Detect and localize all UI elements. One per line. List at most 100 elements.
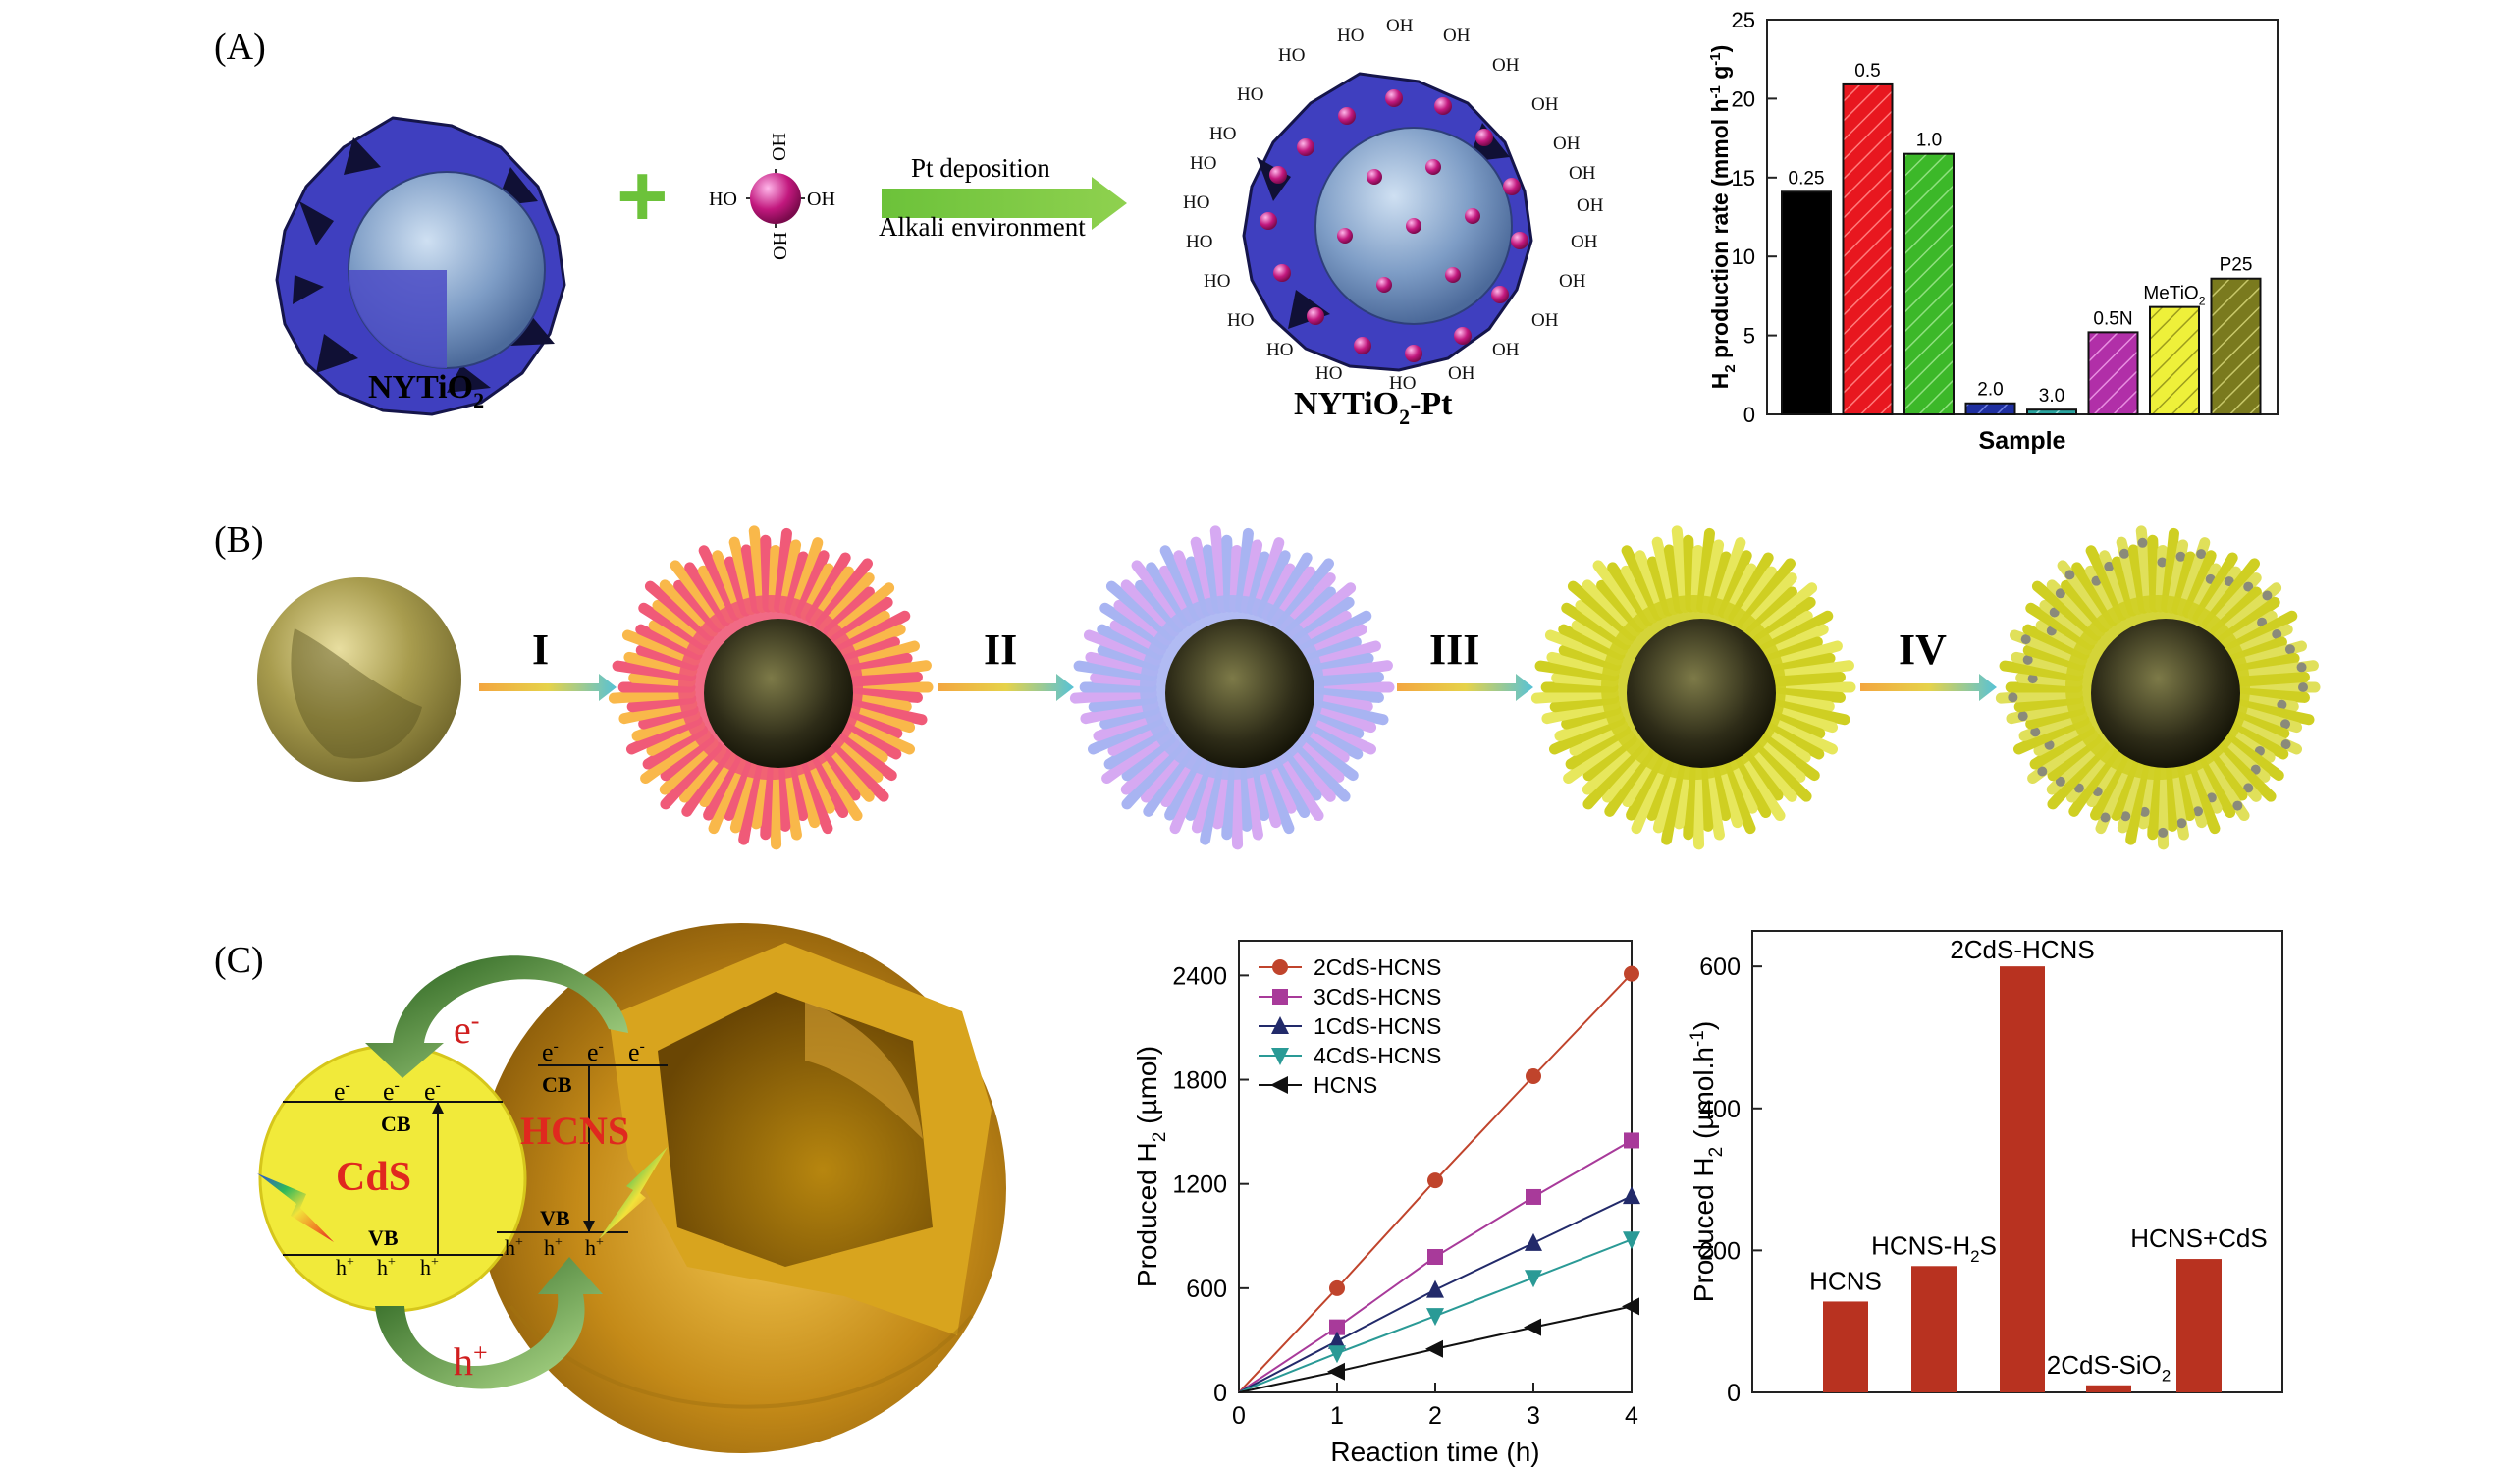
nanorod (621, 629, 701, 666)
hole-label: h+ (454, 1338, 488, 1384)
nanorod (670, 560, 727, 629)
step-arrow-2: II (938, 626, 1074, 701)
nanorod (625, 714, 703, 755)
nanorod (823, 737, 889, 802)
nanorod (1661, 761, 1686, 845)
legend-label: 2CdS-HCNS (1314, 954, 1441, 980)
nanorod (768, 762, 782, 850)
nytio2-pt-label: NYTiO2-Pt (1294, 386, 1453, 429)
data-point (1623, 1231, 1640, 1250)
y-tick-label: 2400 (1172, 962, 1227, 990)
y-tick-label: 200 (1699, 1237, 1741, 1265)
nanorod (1745, 737, 1812, 802)
nanorod (1229, 762, 1244, 850)
nanoparticle (2280, 719, 2291, 730)
silica-sphere-illustration (257, 577, 461, 782)
cds-label: CdS (336, 1155, 411, 1200)
nanorod (738, 761, 763, 845)
svg-text:HO: HO (1204, 271, 1230, 292)
nanoparticle (2037, 766, 2048, 777)
nanoparticle (2119, 548, 2130, 559)
pt-deposition-arrow: Pt deposition Alkali environment (879, 153, 1127, 242)
svg-text:VB: VB (368, 1225, 399, 1250)
nanorod (789, 537, 824, 617)
data-point (1526, 1188, 1541, 1205)
bar (1911, 1266, 1957, 1392)
nytio2-particle-illustration (275, 116, 566, 416)
svg-text:e-: e- (383, 1077, 400, 1106)
nanorod (2182, 756, 2221, 835)
nytio2-pt-particle-illustration: HO OH OH HO OH HO OH HO OH HO OH HO OH H… (1183, 16, 1604, 394)
legend-item: 4CdS-HCNS (1259, 1043, 1441, 1068)
nanoparticle (2100, 812, 2111, 823)
series-3CdS-HCNS (1238, 1132, 1639, 1393)
nanorod (1718, 756, 1756, 835)
produced-h2-line-chart: 0 600 1200 1800 2400 0 1 2 3 4 2CdS-HCNS 3CdS-HCNS 1… (1132, 940, 1640, 1467)
nanoparticle (2139, 806, 2150, 817)
step-label-2: II (984, 626, 1017, 674)
nanorod (2223, 610, 2298, 656)
lavender-rod-shell-illustration (1069, 525, 1395, 850)
step-label-3: III (1429, 626, 1479, 674)
nanorod (1534, 660, 1620, 682)
y-tick-label: 1200 (1172, 1171, 1227, 1199)
hcns-label: HCNS (520, 1109, 629, 1153)
nanoparticle (2027, 674, 2038, 684)
x-tick-label: 2 (1428, 1402, 1442, 1430)
legend-item: 2CdS-HCNS (1259, 954, 1441, 980)
x-tick-label: 0 (1232, 1402, 1246, 1430)
svg-text:HO: HO (1389, 373, 1416, 394)
data-label: 0.5 (1854, 61, 1880, 82)
svg-text:OH: OH (1531, 94, 1559, 115)
data-point (1526, 1068, 1541, 1084)
svg-text:CB: CB (542, 1072, 572, 1097)
nanorod (795, 756, 833, 835)
nanorod (1712, 537, 1746, 617)
bar (2086, 1385, 2131, 1392)
svg-text:h+: h+ (505, 1235, 523, 1260)
svg-text:e-: e- (334, 1077, 350, 1106)
legend-item: 3CdS-HCNS (1259, 984, 1441, 1009)
nanoparticle (2232, 800, 2243, 811)
pink-rod-shell-illustration (608, 525, 934, 850)
nanorod (1767, 660, 1854, 682)
data-label: HCNS+CdS (2130, 1224, 2267, 1253)
legend-label: 4CdS-HCNS (1314, 1043, 1441, 1068)
nanorod (1631, 756, 1669, 835)
electron-label: e- (454, 1007, 479, 1052)
svg-text:OH: OH (1443, 26, 1471, 46)
legend-label: 1CdS-HCNS (1314, 1013, 1441, 1039)
step-label-1: I (532, 626, 549, 674)
svg-text:OH: OH (1577, 195, 1604, 216)
svg-text:HO: HO (1266, 340, 1293, 360)
data-label: 0.5N (2093, 308, 2132, 329)
y-tick-label: 15 (1732, 166, 1755, 190)
nanorod (814, 558, 874, 629)
data-point (1327, 1362, 1345, 1381)
svg-text:HO: HO (1278, 45, 1305, 66)
nanoparticle (2175, 551, 2186, 562)
nanorod (644, 580, 715, 641)
nanorod (838, 714, 916, 755)
nanorod (1101, 729, 1173, 785)
panel-b-tag: (B) (214, 519, 264, 561)
nanoparticle (2250, 764, 2261, 775)
data-label: HCNS (1809, 1266, 1882, 1295)
data-point (1624, 965, 1639, 982)
svg-text:e-: e- (542, 1038, 559, 1066)
svg-text:h+: h+ (336, 1255, 354, 1279)
nanoparticle (2296, 662, 2307, 673)
svg-text:h+: h+ (544, 1235, 563, 1260)
hole-transfer-arrow: h+ (375, 1257, 603, 1389)
nanoparticle (2137, 537, 2148, 548)
nanorod (1758, 610, 1834, 656)
svg-text:HO: HO (1186, 232, 1212, 252)
bar (2087, 331, 2139, 415)
svg-text:HO: HO (1209, 124, 1236, 144)
nanorod (1297, 610, 1372, 656)
bar (2210, 277, 2262, 415)
svg-text:HO: HO (709, 189, 737, 210)
nanoparticle (2022, 654, 2033, 665)
hollow-core (1165, 619, 1314, 768)
